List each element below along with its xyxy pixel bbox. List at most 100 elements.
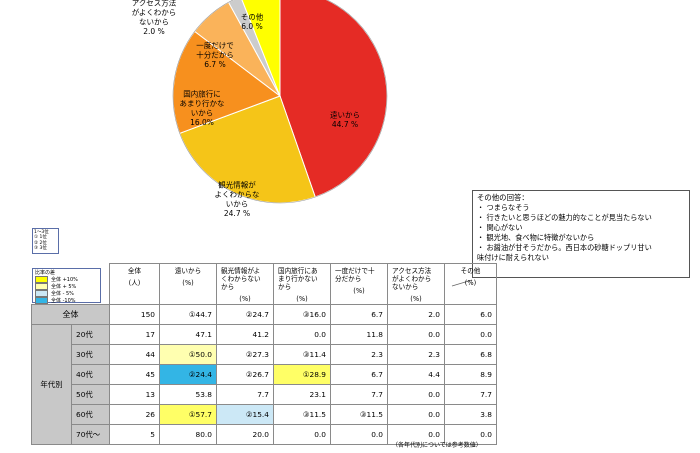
- results-table: 全体 (人) 遠いから (%) 観光情報がよ くわからない から (%) 国内旅行にあ まり行かな…: [31, 263, 497, 445]
- rank-legend-item: ① 1位: [34, 235, 47, 241]
- table-cell: 0.0: [444, 324, 497, 345]
- column-unit: (%): [296, 295, 308, 303]
- table-cell: 7.7: [444, 384, 497, 405]
- total-row: 全体 150 ①44.7 ②24.7 ③16.0 6.7 2.0 6.0: [31, 304, 497, 325]
- difference-legend-label: 全体 - 5%: [51, 290, 74, 297]
- column-header: 観光情報がよ くわからない から (%): [216, 263, 274, 305]
- column-header: 国内旅行にあ まり行かない から (%): [273, 263, 331, 305]
- column-unit: (%): [182, 279, 194, 287]
- table-cell: 7.7: [330, 384, 388, 405]
- other-answer-item: ・ 行きたいと思うほどの魅力的なことが見当たらない: [477, 213, 652, 222]
- swatch: [35, 276, 48, 284]
- pie-outline: [172, 0, 388, 204]
- difference-legend-row: 全体 -10%: [35, 297, 98, 305]
- table-cell: ①44.7: [159, 304, 217, 325]
- column-header-line: 国内旅行にあ: [278, 267, 318, 275]
- column-header-line: から: [221, 283, 235, 291]
- table-cell: 8.9: [444, 364, 497, 385]
- pie-slice-label: その他 6.0 %: [241, 12, 264, 32]
- column-header-line: 観光情報がよ: [221, 267, 261, 275]
- table-cell: 6.0: [444, 304, 497, 325]
- difference-legend-label: 全体 + 5%: [51, 283, 77, 290]
- table-cell: ②26.7: [216, 364, 274, 385]
- column-header: その他 (%): [444, 263, 497, 305]
- table-cell: 0.0: [444, 424, 497, 445]
- table-cell: 11.8: [330, 324, 388, 345]
- group-label: 年代別: [31, 324, 72, 445]
- column-header-line: アクセス方法: [392, 267, 432, 275]
- pie-slice: [241, 0, 281, 97]
- table-row: 年代別 20代 17 47.1 41.2 0.0 11.8 0.0 0.0: [31, 324, 497, 445]
- table-cell: ②24.4: [159, 364, 217, 385]
- table-row: 60代 26 ①57.7 ②15.4 ③11.5 ③11.5 0.0 3.8: [32, 404, 497, 425]
- column-header-line: 分だから: [335, 275, 362, 283]
- reference-note: （各年代別については参考数値）: [392, 442, 482, 449]
- table-row: 30代 44 ①50.0 ②27.3 ③11.4 2.3 2.3 6.8: [32, 344, 497, 365]
- table-cell: ①28.9: [273, 364, 331, 385]
- other-answers-title: その他の回答：: [477, 193, 529, 202]
- table-cell: 6.7: [330, 364, 388, 385]
- table-cell: 53.8: [159, 384, 217, 405]
- other-answers-box: その他の回答： ・ つまらなそう ・ 行きたいと思うほどの魅力的なことが見当たら…: [472, 190, 690, 278]
- table-cell: 26: [109, 404, 160, 425]
- rank-legend-item: ③ 3位: [34, 246, 47, 252]
- column-header-line: がよくわから: [392, 275, 432, 283]
- header-row: 全体 (人) 遠いから (%) 観光情報がよ くわからない から (%) 国内旅行にあ まり行かな…: [32, 263, 497, 305]
- table-cell: ①57.7: [159, 404, 217, 425]
- column-unit: (人): [128, 279, 141, 287]
- column-header-line: 全体: [127, 267, 142, 275]
- table-cell: 2.3: [387, 344, 445, 365]
- table-cell: 0.0: [330, 424, 388, 445]
- difference-legend-label: 全体 -10%: [51, 297, 76, 304]
- column-header-line: くわからない: [221, 275, 261, 283]
- column-header-line: 一度だけで十: [335, 267, 375, 275]
- pie-slice-label: 一度だけで十分だから 6.7 %: [196, 40, 234, 69]
- table-cell: ②15.4: [216, 404, 274, 425]
- table-cell: 47.1: [159, 324, 217, 345]
- column-unit: (%): [410, 295, 422, 303]
- table-cell: 2.3: [330, 344, 388, 365]
- table-cell: 2.0: [387, 304, 445, 325]
- table-cell: 3.8: [444, 404, 497, 425]
- rank-legend: 1～3位 ① 1位 ② 2位 ③ 3位: [32, 228, 59, 254]
- table-cell: ②24.7: [216, 304, 274, 325]
- column-header-line: 遠いから: [174, 267, 202, 275]
- table-cell: 41.2: [216, 324, 274, 345]
- difference-legend-row: 全体 + 5%: [35, 283, 98, 291]
- column-header-line: ないから: [392, 283, 419, 291]
- column-header: アクセス方法 がよくわから ないから (%): [387, 263, 445, 305]
- table-cell: 7.7: [216, 384, 274, 405]
- difference-legend: 比率の差 全体 +10% 全体 + 5% 全体 - 5% 全体 -10%: [32, 268, 101, 305]
- swatch: [35, 283, 48, 291]
- pie-slice-label: 遠いから 44.7 %: [330, 110, 360, 130]
- pie-chart: 遠いから 44.7 % 観光情報がよくわからないから 24.7 % 国内旅行にあまり行か…: [132, 0, 388, 218]
- swatch: [35, 297, 48, 305]
- other-answer-item: ・ お醤油が甘そうだから。西日本の砂糖ドップリ甘い: [477, 243, 652, 252]
- table-cell: ③11.4: [273, 344, 331, 365]
- table-cell: 4.4: [387, 364, 445, 385]
- swatch: [35, 290, 48, 298]
- table-cell: 150: [109, 304, 160, 325]
- other-answer-item: ・ 関心がない: [477, 223, 523, 232]
- column-unit: (%): [239, 295, 251, 303]
- table-cell: 0.0: [273, 324, 331, 345]
- rank-legend-item: ② 2位: [34, 240, 47, 246]
- difference-legend-row: 全体 - 5%: [35, 290, 98, 298]
- table-cell: ③11.5: [330, 404, 388, 425]
- table-cell: 13: [109, 384, 160, 405]
- table-cell: 6.7: [330, 304, 388, 325]
- difference-legend-label: 全体 +10%: [51, 276, 78, 283]
- column-header-line: まり行かない: [278, 275, 318, 283]
- column-unit: (%): [464, 279, 477, 287]
- table-cell: ①50.0: [159, 344, 217, 365]
- table-cell: ②27.3: [216, 344, 274, 365]
- difference-legend-row: 全体 +10%: [35, 276, 98, 284]
- table-cell: 44: [109, 344, 160, 365]
- other-answer-item: ・ つまらなそう: [477, 203, 530, 212]
- table-cell: 0.0: [387, 324, 445, 345]
- table-cell: ③16.0: [273, 304, 331, 325]
- table-cell: 80.0: [159, 424, 217, 445]
- row-label: 70代～: [71, 424, 110, 445]
- table-cell: 17: [109, 324, 160, 345]
- column-header-line: から: [278, 283, 292, 291]
